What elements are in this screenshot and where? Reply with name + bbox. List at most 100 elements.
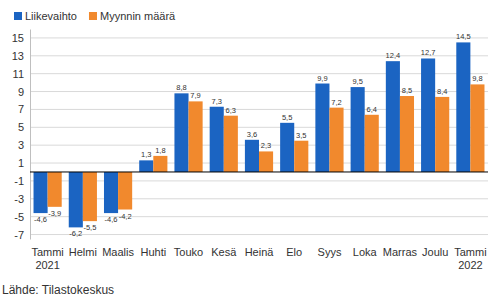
y-tick-label: -3 (14, 193, 24, 205)
grid-line (30, 109, 488, 110)
x-tick-label: Kesä (211, 246, 237, 258)
x-tick: Heinä (245, 239, 275, 258)
y-tick-label: 5 (18, 121, 24, 133)
bar (224, 116, 238, 172)
x-tick-label-line: Helmi (69, 246, 97, 258)
data-label: 12,4 (386, 51, 401, 60)
x-tick-label-line: Syys (318, 246, 342, 258)
data-label: 3,6 (247, 130, 257, 139)
data-label: -5,5 (83, 223, 96, 232)
x-tick-label: Maalis (102, 246, 134, 258)
bar-series (48, 84, 485, 221)
y-tick-label: 11 (13, 68, 24, 80)
grid-line (30, 127, 488, 128)
grid (30, 38, 488, 235)
legend-label: Myynnin määrä (100, 10, 176, 22)
bar (365, 115, 379, 172)
x-tick-label-line: Loka (353, 246, 378, 258)
data-label: 1,3 (141, 150, 151, 159)
data-label: 2,3 (261, 141, 271, 150)
bar (153, 156, 167, 172)
grid-line (30, 55, 488, 56)
data-label: -6,2 (69, 229, 82, 238)
bar (245, 140, 259, 172)
y-tick: -7 (14, 229, 30, 241)
y-tick-label: 9 (18, 86, 24, 98)
y-tick-label: 3 (18, 139, 24, 151)
x-axis: Tammi2021 Helmi Maalis Huhti Touko Kesä Heinä E… (31, 239, 486, 271)
x-tick-label-line: 2022 (458, 259, 482, 271)
y-tick-label: 13 (12, 50, 24, 62)
x-tick: Joulu (422, 239, 448, 258)
y-tick-label: 1 (18, 157, 24, 169)
data-label: -4,2 (119, 212, 132, 221)
data-label: 9,9 (317, 74, 327, 83)
bar (104, 172, 118, 213)
legend: Liikevaihto Myynnin määrä (14, 10, 176, 22)
chart: -7-5-3-113579111315-4,6-6,2-4,61,38,87,3… (0, 0, 493, 304)
x-tick: Tammi2022 (454, 239, 486, 271)
x-tick: Kesä (211, 239, 237, 258)
y-tick: 5 (18, 121, 30, 133)
data-labels: -3,9-5,5-4,21,87,96,32,33,57,26,48,58,49… (48, 74, 482, 232)
data-label: 3,5 (296, 131, 306, 140)
x-tick: Loka (353, 239, 378, 258)
x-tick-label-line: Kesä (211, 246, 237, 258)
legend-item: Myynnin määrä (89, 10, 176, 22)
grid-line (30, 216, 488, 217)
legend-label: Liikevaihto (25, 10, 77, 22)
legend-swatch (14, 12, 22, 20)
y-tick-label: -5 (14, 211, 24, 223)
x-tick: Touko (174, 239, 203, 258)
y-tick: 11 (13, 68, 30, 80)
data-label: 8,4 (437, 87, 447, 96)
bar (421, 58, 435, 171)
x-tick-label-line: Joulu (422, 246, 448, 258)
x-tick-label: Huhti (140, 246, 166, 258)
bar (118, 172, 132, 210)
legend-item: Liikevaihto (14, 10, 77, 22)
x-tick-label-line: 2021 (35, 259, 59, 271)
bar (259, 151, 273, 172)
bar (400, 96, 414, 172)
y-tick-label: 7 (18, 103, 24, 115)
x-tick-label: Syys (318, 246, 342, 258)
x-tick-label-line: Huhti (140, 246, 166, 258)
bar (174, 93, 188, 172)
data-label: -4,6 (34, 215, 47, 224)
y-tick-label: -7 (14, 229, 24, 241)
data-label: 14,5 (456, 32, 471, 41)
data-label: 12,7 (421, 48, 436, 57)
x-tick: Marras (383, 239, 418, 258)
y-axis-line (30, 30, 31, 240)
y-tick: -5 (14, 211, 30, 223)
legend-swatch (89, 12, 97, 20)
grid-line (30, 234, 488, 235)
x-tick-label: Marras (383, 246, 418, 258)
data-label: 7,3 (212, 97, 222, 106)
grid-line (30, 180, 488, 181)
bars (34, 42, 485, 227)
y-tick-label: -1 (14, 175, 24, 187)
x-tick-label-line: Elo (286, 246, 302, 258)
bar (34, 172, 48, 213)
bar (189, 101, 203, 172)
y-tick: -1 (14, 175, 30, 187)
y-tick-label: 15 (12, 32, 24, 44)
data-label: 7,9 (190, 91, 200, 100)
bar (294, 141, 308, 172)
x-tick-label-line: Tammi (31, 246, 63, 258)
bar (470, 84, 484, 172)
data-label: -3,9 (48, 209, 61, 218)
x-tick-label-line: Touko (174, 246, 203, 258)
x-tick: Syys (318, 239, 342, 258)
y-tick: -3 (14, 193, 30, 205)
data-labels: -4,6-6,2-4,61,38,87,33,65,59,99,512,412,… (34, 32, 471, 238)
plot: -7-5-3-113579111315-4,6-6,2-4,61,38,87,3… (12, 30, 488, 272)
grid-line (30, 73, 488, 74)
y-tick: 1 (18, 157, 30, 169)
x-tick-label: Loka (353, 246, 378, 258)
source: Lähde: Tilastokeskus (2, 283, 114, 297)
bar (83, 172, 97, 221)
y-tick: 3 (18, 139, 30, 151)
